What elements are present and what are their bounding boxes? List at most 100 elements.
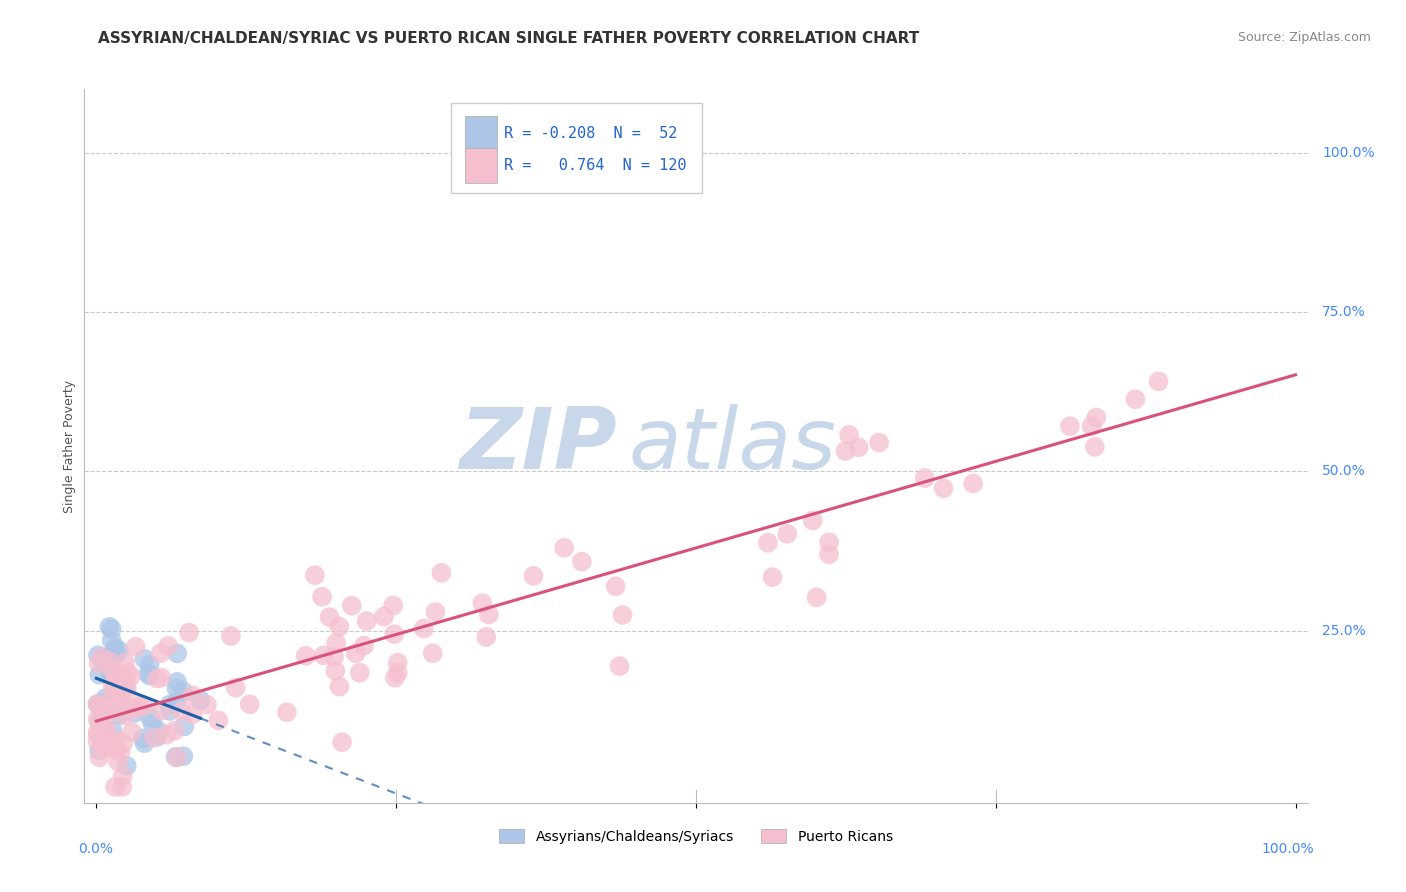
Point — [93, 651, 115, 665]
Point — [134, 652, 156, 666]
Point — [97, 736, 120, 750]
Point — [373, 609, 395, 624]
Point — [94, 726, 117, 740]
Point — [478, 607, 501, 622]
Point — [98, 620, 121, 634]
Point — [801, 514, 824, 528]
Point — [104, 780, 127, 794]
Point — [430, 566, 453, 580]
Point — [225, 681, 247, 695]
Point — [87, 728, 110, 742]
Point — [122, 701, 145, 715]
Point — [100, 701, 122, 715]
Point — [328, 620, 350, 634]
Point — [105, 670, 128, 684]
Point — [104, 741, 127, 756]
Point — [117, 665, 139, 680]
Point — [1125, 392, 1147, 407]
Point — [311, 590, 333, 604]
Point — [294, 648, 316, 663]
Point — [190, 693, 212, 707]
Point — [101, 723, 124, 738]
Point — [422, 646, 444, 660]
Point — [172, 749, 194, 764]
Text: R =   0.764  N = 120: R = 0.764 N = 120 — [503, 158, 686, 173]
Point — [384, 671, 406, 685]
Point — [756, 536, 779, 550]
Point — [114, 708, 136, 723]
Point — [121, 725, 143, 739]
Point — [110, 690, 132, 704]
Point — [101, 663, 124, 677]
Point — [138, 668, 160, 682]
Point — [149, 646, 172, 660]
Point — [325, 636, 347, 650]
Point — [387, 656, 409, 670]
FancyBboxPatch shape — [465, 148, 496, 184]
Point — [148, 723, 170, 738]
Point — [139, 711, 162, 725]
Point — [141, 716, 163, 731]
Point — [100, 633, 122, 648]
Point — [103, 677, 125, 691]
Point — [165, 681, 187, 696]
Point — [115, 679, 138, 693]
Point — [181, 689, 204, 703]
Point — [806, 591, 828, 605]
Text: R = -0.208  N =  52: R = -0.208 N = 52 — [503, 126, 678, 141]
Text: 50.0%: 50.0% — [1322, 465, 1367, 478]
Point — [90, 650, 112, 665]
Point — [87, 657, 110, 671]
Point — [838, 427, 860, 442]
Point — [103, 644, 125, 658]
Point — [90, 714, 112, 729]
Point — [132, 731, 155, 746]
Point — [471, 596, 494, 610]
Point — [195, 698, 218, 712]
Point — [522, 569, 544, 583]
Point — [425, 605, 447, 619]
Point — [356, 614, 378, 628]
Text: 25.0%: 25.0% — [1322, 624, 1367, 638]
Point — [239, 698, 262, 712]
Point — [159, 698, 181, 712]
Point — [105, 732, 128, 747]
Point — [553, 541, 575, 555]
Point — [111, 769, 134, 783]
Point — [848, 441, 870, 455]
Point — [101, 668, 124, 682]
Point — [612, 607, 634, 622]
Point — [100, 622, 122, 636]
Point — [165, 750, 187, 764]
Point — [323, 649, 346, 664]
Point — [157, 639, 180, 653]
Point — [312, 648, 335, 663]
Point — [868, 435, 890, 450]
Point — [115, 681, 138, 695]
Point — [163, 723, 186, 738]
Point — [382, 627, 405, 641]
Point — [207, 714, 229, 728]
Point — [325, 664, 347, 678]
Point — [318, 610, 340, 624]
Point — [86, 697, 108, 711]
Point — [120, 669, 142, 683]
Point — [134, 736, 156, 750]
Point — [166, 750, 188, 764]
Point — [89, 667, 111, 681]
Point — [105, 666, 128, 681]
Point — [1084, 440, 1107, 454]
Point — [181, 707, 204, 722]
Text: Source: ZipAtlas.com: Source: ZipAtlas.com — [1237, 31, 1371, 45]
Point — [101, 690, 124, 705]
Point — [304, 568, 326, 582]
Point — [89, 714, 111, 729]
Point — [349, 665, 371, 680]
Point — [962, 476, 984, 491]
Point — [387, 665, 409, 680]
Point — [173, 684, 195, 698]
Point — [340, 599, 363, 613]
Point — [834, 444, 856, 458]
Point — [94, 691, 117, 706]
Point — [132, 698, 155, 713]
